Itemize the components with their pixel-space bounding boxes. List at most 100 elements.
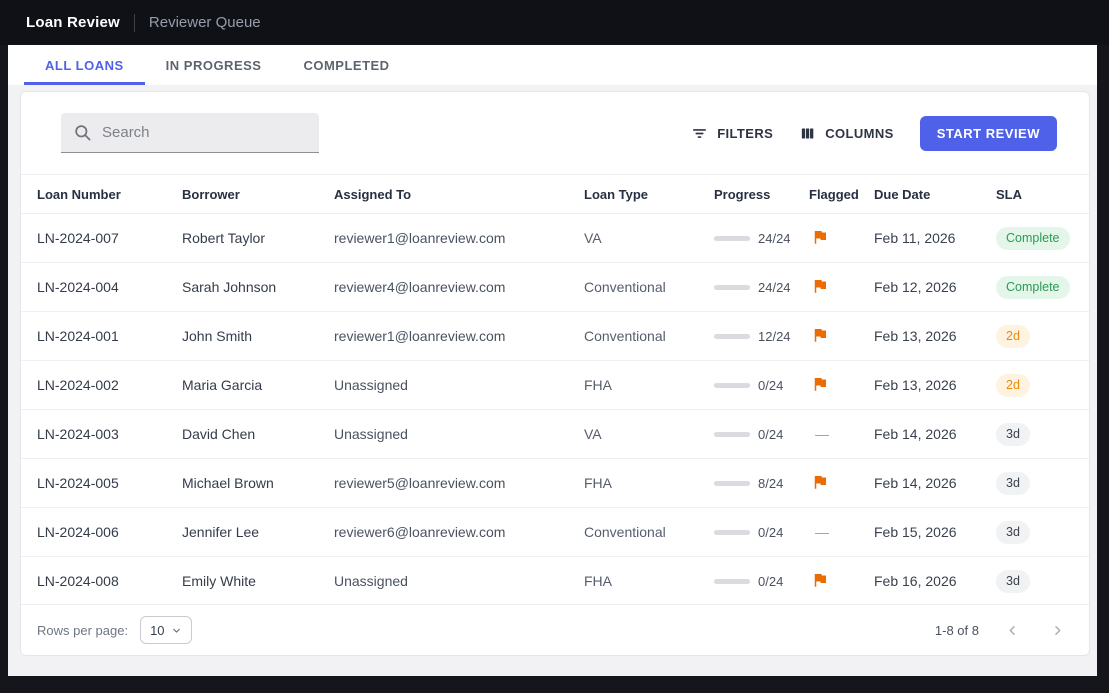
table-row[interactable]: LN-2024-002Maria GarciaUnassignedFHA0/24… [21, 361, 1089, 410]
table-footer: Rows per page: 10 1-8 of 8 [21, 604, 1089, 655]
table-row[interactable]: LN-2024-008Emily WhiteUnassignedFHA0/24F… [21, 557, 1089, 604]
progress-bar [714, 285, 750, 290]
sla-cell: 3d [980, 423, 1089, 446]
tabs-bar: ALL LOANS IN PROGRESS COMPLETED [8, 45, 1097, 85]
page-surface: ALL LOANS IN PROGRESS COMPLETED [8, 45, 1097, 676]
progress-cell: 12/24 [698, 329, 793, 344]
tab-all-loans[interactable]: ALL LOANS [24, 45, 145, 85]
loan-number-cell: LN-2024-002 [21, 377, 166, 393]
progress-label: 0/24 [758, 427, 783, 442]
loan-type-cell: Conventional [568, 328, 698, 344]
flagged-cell [793, 326, 858, 347]
assigned-to-cell: reviewer1@loanreview.com [318, 328, 568, 344]
flagged-cell [793, 473, 858, 494]
table-row[interactable]: LN-2024-003David ChenUnassignedVA0/24—Fe… [21, 410, 1089, 459]
loan-number-cell: LN-2024-003 [21, 426, 166, 442]
flagged-cell: — [793, 524, 858, 540]
sla-badge: 2d [996, 325, 1030, 348]
flag-icon [811, 473, 829, 491]
col-header-sla: SLA [980, 187, 1089, 202]
borrower-cell: David Chen [166, 426, 318, 442]
next-page-button[interactable] [1046, 619, 1069, 642]
pagination-range-label: 1-8 of 8 [935, 623, 979, 638]
progress-cell: 24/24 [698, 231, 793, 246]
page-subtitle: Reviewer Queue [149, 14, 261, 31]
search-input[interactable] [102, 124, 307, 141]
rows-per-page-select[interactable]: 10 [140, 616, 191, 644]
progress-cell: 24/24 [698, 280, 793, 295]
progress-cell: 8/24 [698, 476, 793, 491]
top-bar: Loan Review Reviewer Queue [0, 0, 1109, 45]
progress-cell: 0/24 [698, 574, 793, 589]
sla-badge: Complete [996, 276, 1070, 299]
table-row[interactable]: LN-2024-004Sarah Johnsonreviewer4@loanre… [21, 263, 1089, 312]
table-header-row: Loan Number Borrower Assigned To Loan Ty… [21, 174, 1089, 214]
due-date-cell: Feb 11, 2026 [858, 230, 980, 246]
loan-table-card: FILTERS COLUMNS START REVIEW Loan Number… [20, 91, 1090, 656]
progress-cell: 0/24 [698, 378, 793, 393]
progress-cell: 0/24 [698, 525, 793, 540]
loan-type-cell: VA [568, 230, 698, 246]
assigned-to-cell: Unassigned [318, 426, 568, 442]
chevron-down-icon [171, 625, 182, 636]
progress-bar [714, 530, 750, 535]
tab-completed[interactable]: COMPLETED [282, 45, 410, 85]
col-header-loan-number: Loan Number [21, 187, 166, 202]
sla-cell: 2d [980, 374, 1089, 397]
due-date-cell: Feb 12, 2026 [858, 279, 980, 295]
sla-badge: 3d [996, 570, 1030, 593]
columns-icon [799, 125, 816, 142]
flagged-cell [793, 571, 858, 592]
progress-label: 24/24 [758, 231, 791, 246]
flag-icon [811, 326, 829, 344]
sla-cell: 3d [980, 521, 1089, 544]
assigned-to-cell: reviewer5@loanreview.com [318, 475, 568, 491]
table-row[interactable]: LN-2024-006Jennifer Leereviewer6@loanrev… [21, 508, 1089, 557]
table-row[interactable]: LN-2024-001John Smithreviewer1@loanrevie… [21, 312, 1089, 361]
tab-in-progress[interactable]: IN PROGRESS [145, 45, 283, 85]
progress-bar [714, 579, 750, 584]
loan-type-cell: FHA [568, 475, 698, 491]
columns-button[interactable]: COLUMNS [799, 125, 894, 142]
progress-cell: 0/24 [698, 427, 793, 442]
assigned-to-cell: reviewer4@loanreview.com [318, 279, 568, 295]
sla-badge: 3d [996, 472, 1030, 495]
due-date-cell: Feb 13, 2026 [858, 377, 980, 393]
no-flag-dash: — [809, 426, 829, 442]
loan-type-cell: FHA [568, 573, 698, 589]
previous-page-button[interactable] [1001, 619, 1024, 642]
search-box[interactable] [61, 113, 319, 153]
app-title: Loan Review [26, 14, 120, 31]
progress-bar [714, 334, 750, 339]
chevron-left-icon [1005, 623, 1020, 638]
assigned-to-cell: reviewer1@loanreview.com [318, 230, 568, 246]
flagged-cell [793, 228, 858, 249]
flag-icon [811, 228, 829, 246]
col-header-assigned-to: Assigned To [318, 187, 568, 202]
start-review-button[interactable]: START REVIEW [920, 116, 1057, 151]
loan-number-cell: LN-2024-001 [21, 328, 166, 344]
sla-badge: 3d [996, 423, 1030, 446]
progress-bar [714, 236, 750, 241]
table-row[interactable]: LN-2024-007Robert Taylorreviewer1@loanre… [21, 214, 1089, 263]
assigned-to-cell: Unassigned [318, 377, 568, 393]
rows-per-page-label: Rows per page: [37, 623, 128, 638]
flag-icon [811, 571, 829, 589]
table-row[interactable]: LN-2024-005Michael Brownreviewer5@loanre… [21, 459, 1089, 508]
table-toolbar: FILTERS COLUMNS START REVIEW [21, 92, 1089, 174]
sla-badge: 2d [996, 374, 1030, 397]
due-date-cell: Feb 13, 2026 [858, 328, 980, 344]
flagged-cell [793, 375, 858, 396]
filters-button[interactable]: FILTERS [691, 125, 773, 142]
progress-label: 12/24 [758, 329, 791, 344]
borrower-cell: John Smith [166, 328, 318, 344]
borrower-cell: Maria Garcia [166, 377, 318, 393]
loan-number-cell: LN-2024-005 [21, 475, 166, 491]
loan-type-cell: Conventional [568, 524, 698, 540]
assigned-to-cell: Unassigned [318, 573, 568, 589]
sla-cell: Complete [980, 276, 1089, 299]
sla-cell: 3d [980, 570, 1089, 593]
progress-label: 24/24 [758, 280, 791, 295]
table-body: LN-2024-007Robert Taylorreviewer1@loanre… [21, 214, 1089, 604]
sla-cell: 2d [980, 325, 1089, 348]
